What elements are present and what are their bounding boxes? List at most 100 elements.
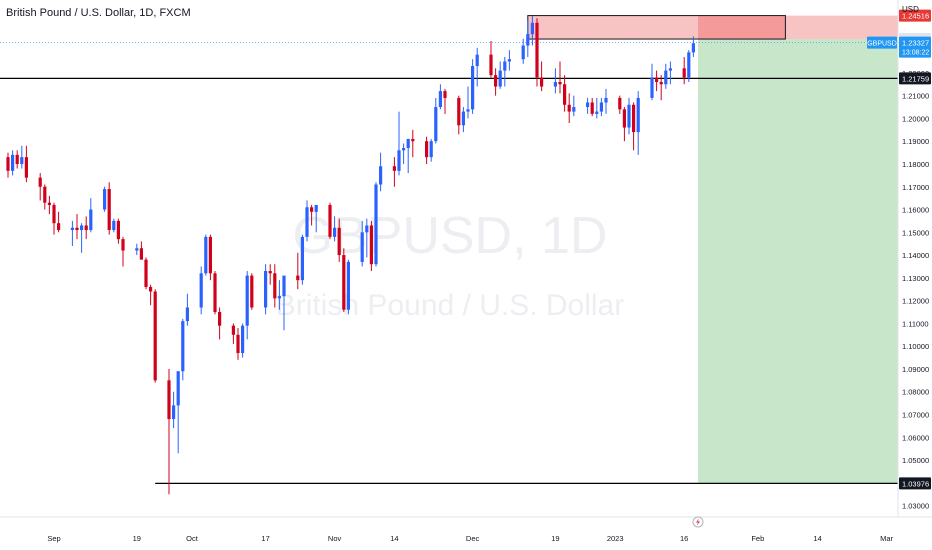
candle-body [103,189,107,210]
price-tick-label: 1.18000 [902,160,929,169]
candle [466,86,470,119]
candle [590,97,594,117]
candle [558,61,562,94]
candle [116,218,120,244]
take-profit-zone[interactable] [698,39,898,484]
candle [204,234,208,276]
candle [333,216,337,242]
candle-body [687,52,691,78]
candle-body [135,248,139,251]
candle [135,243,139,256]
candle [369,220,373,272]
candle-body [659,81,663,85]
candle-body [494,75,498,87]
candle-body [397,150,401,171]
candle [112,218,116,233]
time-tick-label: Sep [47,534,60,543]
candle [208,234,212,281]
candle [300,234,304,285]
price-axis[interactable]: 1.030001.040001.050001.060001.070001.080… [897,0,932,517]
candle-body [204,236,208,274]
candle-body [369,225,373,265]
candle [627,97,631,135]
candle-body [236,334,240,354]
candle-body [595,111,599,114]
candle [540,61,544,92]
candle-body [360,232,364,262]
candle-body [328,204,332,237]
lightning-bolt-icon [696,518,700,526]
candle [213,271,217,315]
candle-body [475,54,479,67]
candle-body [650,77,654,98]
candle-body [20,157,24,164]
time-tick-label: Nov [328,534,342,543]
price-tick-label: 1.07000 [902,411,929,420]
candle-body [379,166,383,185]
candle [374,182,378,267]
candle [84,216,88,240]
candle [236,327,240,360]
chart-title: British Pound / U.S. Dollar, 1D, FXCM [6,7,191,19]
candle-body [153,291,157,381]
candle [429,138,433,162]
candle-body [245,275,249,326]
candle [457,95,461,135]
candle [526,20,530,57]
candle-body [471,66,475,110]
bar-countdown-label: 13:08:22 [902,50,929,57]
candle [47,195,51,215]
candle-body [185,307,189,322]
candle [595,97,599,119]
support-price-label-bg [899,477,931,490]
time-axis[interactable]: Sep 19 Oct 17 Nov 14 Dec 19 2023 16 Feb 14 Mar [0,516,932,550]
price-tick-label: 1.14000 [902,251,929,260]
price-axis-background [898,0,932,517]
candle [604,88,608,114]
price-tick-label: 1.05000 [902,456,929,465]
candle [314,204,318,233]
candle-body [52,204,56,224]
candle [475,47,479,87]
candle-body [425,141,429,158]
candle [622,107,626,142]
time-tick-label: 17 [261,534,269,543]
candle-body [466,109,470,112]
candle-body [553,81,557,87]
price-tick-label: 1.11000 [902,319,929,328]
candle-body [43,186,47,203]
candle [618,95,622,114]
candle-body [535,22,539,78]
candle [392,157,396,187]
candle-body [655,77,659,82]
candle [296,252,300,290]
candle-body [406,138,410,149]
candle-body [411,138,415,142]
candle [507,50,511,71]
candle [498,61,502,89]
price-tick-label: 1.12000 [902,297,929,306]
candle-body [70,227,74,231]
candle [494,68,498,96]
candle [411,129,415,158]
candle-body [668,68,672,71]
candle-body [526,34,530,46]
candle-body [461,111,465,126]
candle-body [6,157,10,171]
candle-body [429,141,433,158]
candle-body [365,225,369,233]
candle [305,200,309,242]
candle [15,150,19,169]
candle [636,91,640,155]
candle [52,202,56,235]
candle-body [208,236,212,274]
candle [70,220,74,246]
candle [337,218,341,262]
supply-zone-overlap [698,15,786,40]
stop-price-label: 1.24516 [902,12,929,21]
price-tick-label: 1.19000 [902,137,929,146]
candle-body [75,227,79,231]
candle-body [590,102,594,114]
